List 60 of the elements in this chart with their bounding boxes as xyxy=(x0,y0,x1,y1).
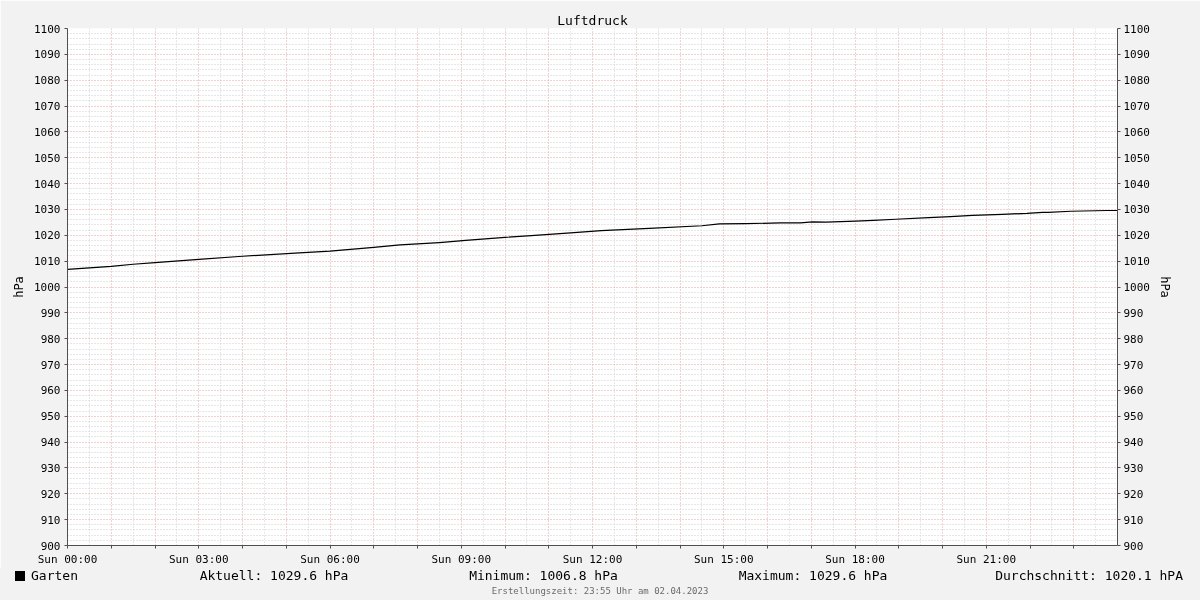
y-tick-label: 970 xyxy=(40,358,61,372)
legend-label: Garten xyxy=(30,568,78,584)
y2-tick-label: 1050 xyxy=(1123,151,1150,165)
text: Minimum: 1006.8 hPa xyxy=(469,568,618,584)
x-tick-label: Sun 18:00 xyxy=(825,552,885,566)
y2-tick-label: 1030 xyxy=(1123,203,1150,217)
y-tick-label: 980 xyxy=(40,332,61,346)
line-series xyxy=(67,209,1118,271)
y-tick-label: 950 xyxy=(40,410,61,424)
x-tick-label: Sun 15:00 xyxy=(693,552,754,566)
y2-tick-label: 970 xyxy=(1123,358,1144,372)
y-tick-label: 920 xyxy=(40,487,61,501)
x-tick-label: Sun 00:00 xyxy=(37,552,98,566)
y-tick-label: 1100 xyxy=(34,22,61,36)
x-tick-label: Sun 21:00 xyxy=(956,552,1017,566)
y2-tick-label: 900 xyxy=(1123,539,1144,553)
y-tick-label: 990 xyxy=(40,306,61,320)
y2-axis-title: hPa xyxy=(1157,276,1172,298)
chart-title: Luftdruck xyxy=(557,12,628,28)
y2-tick-label: 960 xyxy=(1123,384,1144,398)
y-tick-label: 1040 xyxy=(34,177,61,191)
y-tick-label: 910 xyxy=(40,513,61,527)
y2-tick-label: 910 xyxy=(1123,513,1144,527)
y2-tick-label: 1000 xyxy=(1123,281,1150,294)
y2-tick-label: 1040 xyxy=(1123,177,1150,191)
y2-tick-label: 1080 xyxy=(1123,74,1150,88)
x-tick-label: Sun 12:00 xyxy=(562,552,623,566)
y2-tick-label: 1100 xyxy=(1123,22,1150,36)
y-tick-label: 1030 xyxy=(34,203,61,217)
y-tick-label: 900 xyxy=(40,539,61,553)
text: Durchschnitt: 1020.1 hPA xyxy=(995,568,1183,584)
y-tick-label: 960 xyxy=(40,384,61,398)
y-tick-label: 1090 xyxy=(34,48,61,62)
y-tick-label: 940 xyxy=(40,436,61,450)
y-tick-label: 1000 xyxy=(34,281,61,294)
y2-tick-label: 1020 xyxy=(1123,229,1150,243)
text: Aktuell: 1029.6 hPa xyxy=(199,568,349,584)
y-tick-label: 930 xyxy=(40,461,61,475)
y2-tick-label: 930 xyxy=(1123,461,1144,475)
text: Maximum: 1029.6 hPa xyxy=(738,568,888,584)
y2-tick-label: 1070 xyxy=(1123,100,1150,114)
y-tick-label: 1050 xyxy=(34,151,61,165)
y2-tick-label: 1060 xyxy=(1123,125,1150,139)
x-tick-label: Sun 06:00 xyxy=(300,552,360,566)
y-tick-label: 1010 xyxy=(34,255,61,269)
y2-tick-label: 940 xyxy=(1123,436,1144,450)
y-tick-label: 1060 xyxy=(34,125,61,139)
x-tick-label: Sun 03:00 xyxy=(168,552,229,566)
x-tick-label: Sun 09:00 xyxy=(431,552,492,566)
y2-tick-label: 950 xyxy=(1123,410,1144,424)
y2-tick-label: 980 xyxy=(1123,332,1144,346)
text: Erstellungszeit: 23:55 Uhr am 02.04.2023 xyxy=(491,586,709,597)
y-tick-label: 1070 xyxy=(34,100,61,114)
y2-tick-label: 920 xyxy=(1123,487,1144,501)
y2-tick-label: 1090 xyxy=(1123,48,1150,62)
y2-tick-label: 1010 xyxy=(1123,255,1150,269)
y-axis-title: hPa xyxy=(12,276,27,298)
y-tick-label: 1080 xyxy=(34,74,61,88)
y-tick-label: 1020 xyxy=(34,229,61,243)
y2-tick-label: 990 xyxy=(1123,306,1144,320)
